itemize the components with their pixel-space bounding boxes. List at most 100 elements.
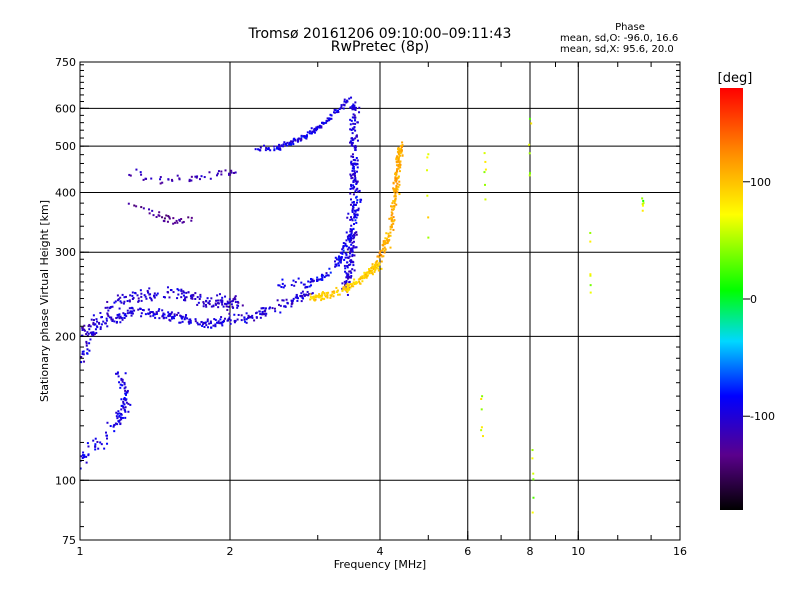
data-point	[589, 284, 592, 287]
data-point	[370, 267, 373, 270]
data-point	[382, 247, 385, 250]
data-point	[332, 290, 335, 293]
data-point	[146, 289, 149, 292]
data-point	[351, 132, 354, 135]
data-point	[353, 213, 356, 216]
data-point	[119, 300, 122, 303]
data-point	[139, 307, 142, 310]
data-point	[125, 398, 128, 401]
phase-info-o-mode: mean, sd,O: -96.0, 16.6	[560, 33, 679, 44]
data-point	[353, 278, 356, 281]
data-point	[163, 217, 166, 220]
data-point	[118, 317, 121, 320]
data-point	[367, 271, 370, 274]
data-point	[391, 212, 394, 215]
data-point	[350, 247, 353, 250]
data-point	[350, 261, 353, 264]
data-point	[122, 302, 125, 305]
data-point	[249, 315, 252, 318]
data-point	[383, 246, 386, 249]
data-point	[341, 251, 344, 254]
data-point	[114, 422, 117, 425]
data-point	[341, 287, 344, 290]
data-point	[228, 172, 231, 175]
data-point	[148, 287, 151, 290]
data-point	[344, 288, 347, 291]
grid	[80, 62, 680, 540]
data-point	[294, 139, 297, 142]
data-point	[323, 276, 326, 279]
data-point	[351, 234, 354, 237]
data-point	[180, 316, 183, 319]
data-point	[224, 295, 227, 298]
data-point	[180, 288, 183, 291]
data-point	[173, 314, 176, 317]
data-point	[323, 121, 326, 124]
data-point	[357, 190, 360, 193]
data-point	[390, 219, 393, 222]
data-point	[337, 111, 340, 114]
data-point	[217, 320, 220, 323]
data-point	[328, 267, 331, 270]
data-point	[335, 264, 338, 267]
data-point	[177, 289, 180, 292]
data-point	[320, 295, 323, 298]
data-point	[123, 314, 126, 317]
data-point	[234, 295, 237, 298]
data-point	[300, 138, 303, 141]
data-point	[214, 323, 217, 326]
data-point	[215, 174, 218, 177]
data-point	[81, 326, 84, 329]
data-point	[352, 181, 355, 184]
data-point	[210, 305, 213, 308]
data-point	[351, 142, 354, 145]
data-point	[351, 169, 354, 172]
data-point	[353, 104, 356, 107]
data-point	[392, 228, 395, 231]
data-point	[129, 310, 132, 313]
data-point	[348, 275, 351, 278]
data-point	[345, 253, 348, 256]
data-point	[276, 147, 279, 150]
colorbar-label: [deg]	[718, 71, 753, 86]
data-point	[94, 448, 97, 451]
data-point	[365, 276, 368, 279]
data-point	[128, 173, 131, 176]
data-point	[352, 172, 355, 175]
data-point	[354, 203, 357, 206]
data-point	[118, 381, 121, 384]
data-point	[140, 173, 143, 176]
data-point	[147, 291, 150, 294]
data-point	[309, 293, 312, 296]
data-point	[161, 181, 164, 184]
data-point	[426, 169, 429, 172]
data-point	[345, 101, 348, 104]
data-point	[365, 271, 368, 274]
data-point	[118, 419, 121, 422]
data-point	[196, 303, 199, 306]
data-point	[228, 316, 231, 319]
data-point	[128, 300, 131, 303]
data-point	[327, 274, 330, 277]
data-point	[397, 167, 400, 170]
data-point	[206, 320, 209, 323]
data-point	[192, 294, 195, 297]
data-point	[390, 216, 393, 219]
data-point	[126, 389, 129, 392]
data-point	[120, 316, 123, 319]
data-point	[483, 152, 486, 155]
data-point	[121, 380, 124, 383]
data-point	[276, 299, 279, 302]
data-point	[427, 153, 430, 156]
data-point	[351, 176, 354, 179]
data-point	[202, 305, 205, 308]
data-point	[381, 255, 384, 258]
data-point	[352, 165, 355, 168]
data-point	[340, 104, 343, 107]
data-point	[281, 278, 284, 281]
data-point	[116, 313, 119, 316]
data-point	[311, 297, 314, 300]
data-point	[288, 143, 291, 146]
data-point	[206, 297, 209, 300]
